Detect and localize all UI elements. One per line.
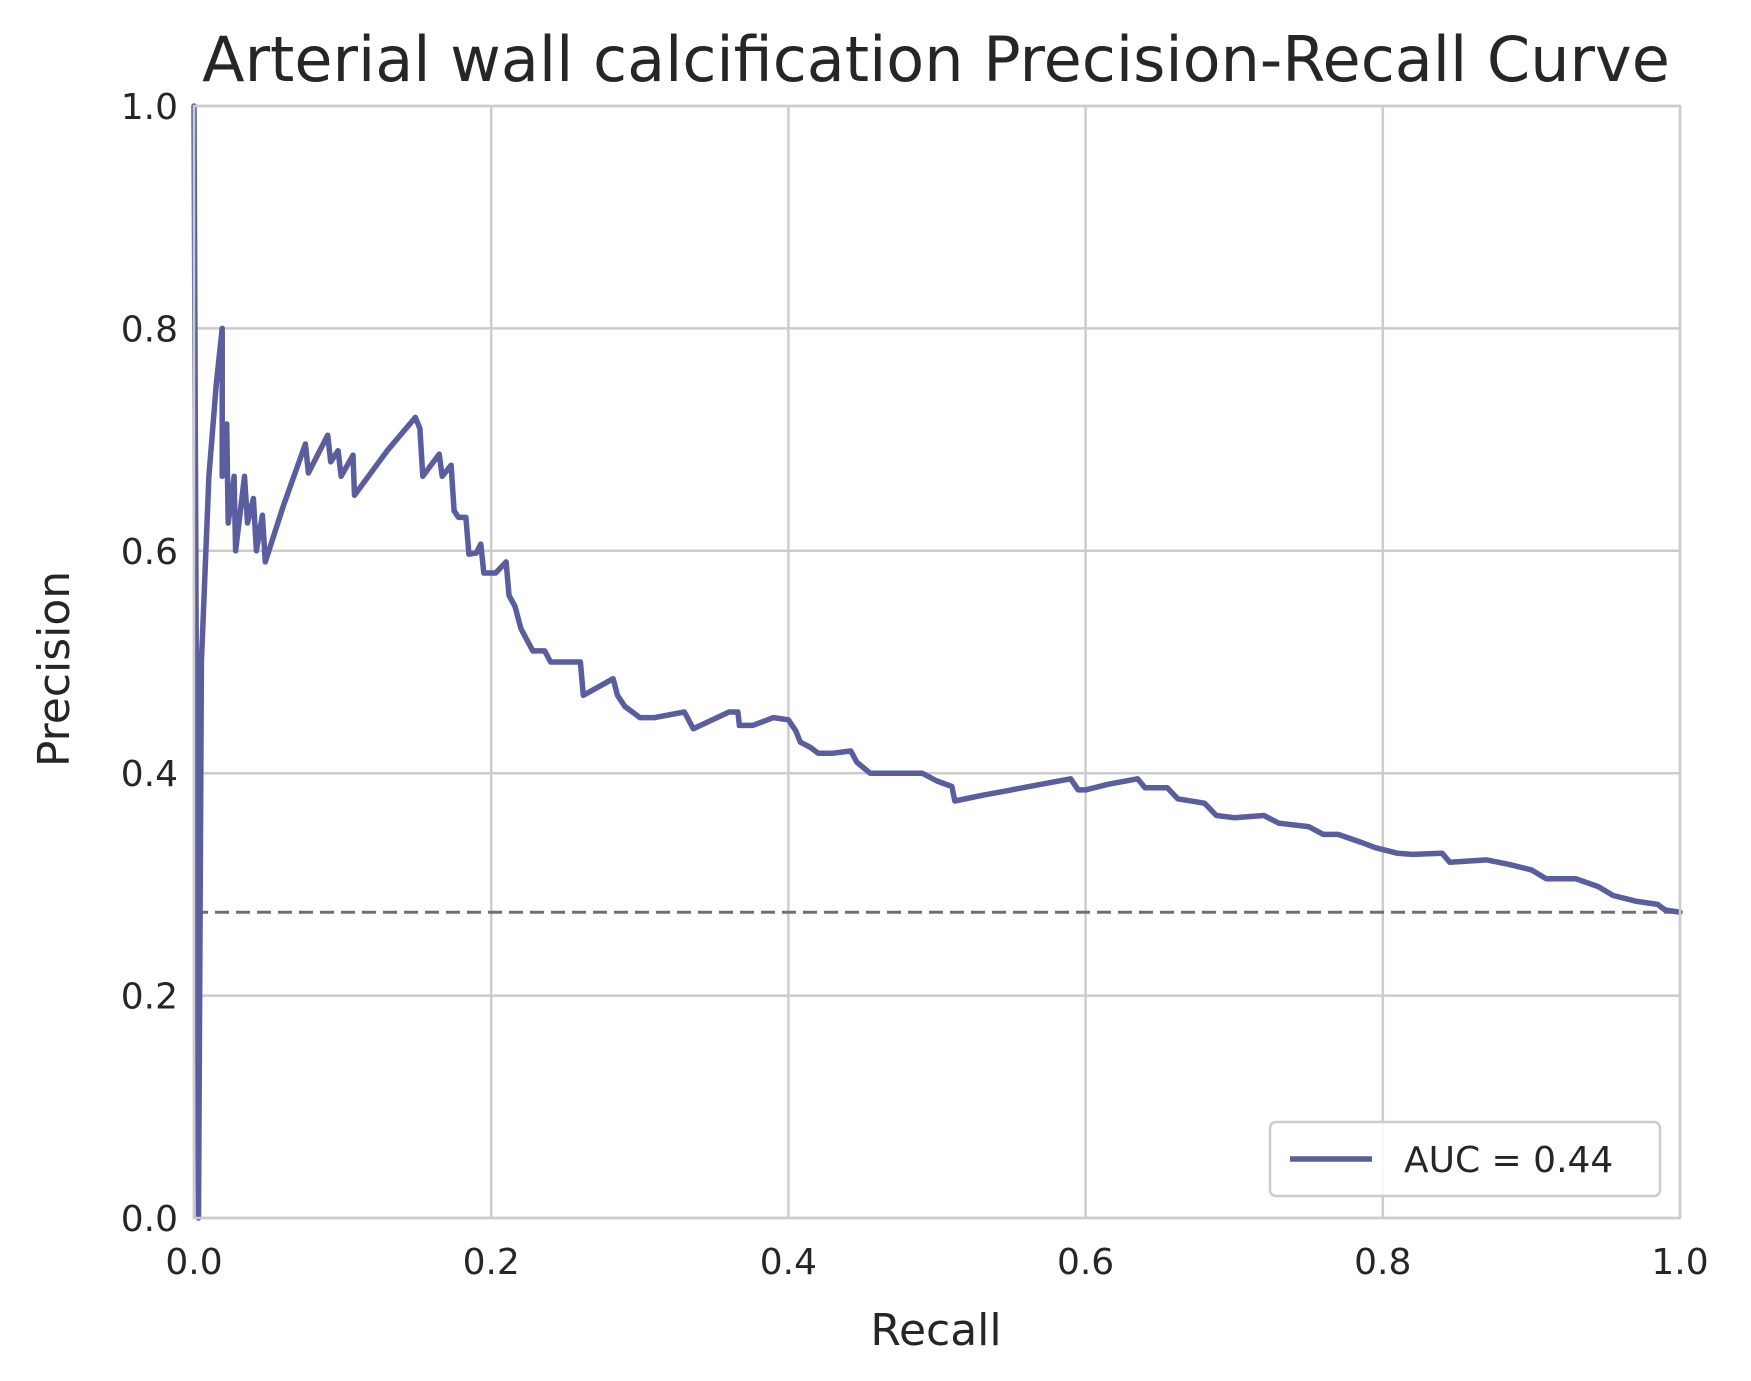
x-tick-label: 0.0 [165,1242,222,1283]
x-tick-label: 0.2 [463,1242,520,1283]
y-tick-label: 0.6 [121,532,178,573]
legend-box [1268,1120,1662,1198]
x-axis-label: Recall [870,1305,1001,1356]
y-tick-label: 0.2 [121,977,178,1018]
series-line-0 [191,103,1683,1221]
y-tick-label: 0.4 [121,754,178,795]
x-tick-label: 0.8 [1354,1242,1411,1283]
chart-title: Arterial wall calcification Precision-Re… [202,23,1670,96]
x-tick-label: 0.6 [1057,1242,1114,1283]
plot-frame [192,104,1682,1220]
y-axis-label: Precision [29,571,80,767]
y-tick-label: 0.8 [121,309,178,350]
y-tick-labels: 0.0 0.2 0.4 0.6 0.8 1.0 [121,87,178,1240]
legend: AUC = 0.44 [1268,1120,1662,1198]
legend-label: AUC = 0.44 [1404,1140,1613,1181]
series-layer [191,103,1683,1221]
grid [192,104,1682,1220]
y-tick-label: 1.0 [121,87,178,128]
x-tick-label: 1.0 [1651,1242,1708,1283]
x-tick-label: 0.4 [760,1242,817,1283]
y-tick-label: 0.0 [121,1199,178,1240]
x-tick-labels: 0.0 0.2 0.4 0.6 0.8 1.0 [165,1242,1708,1283]
